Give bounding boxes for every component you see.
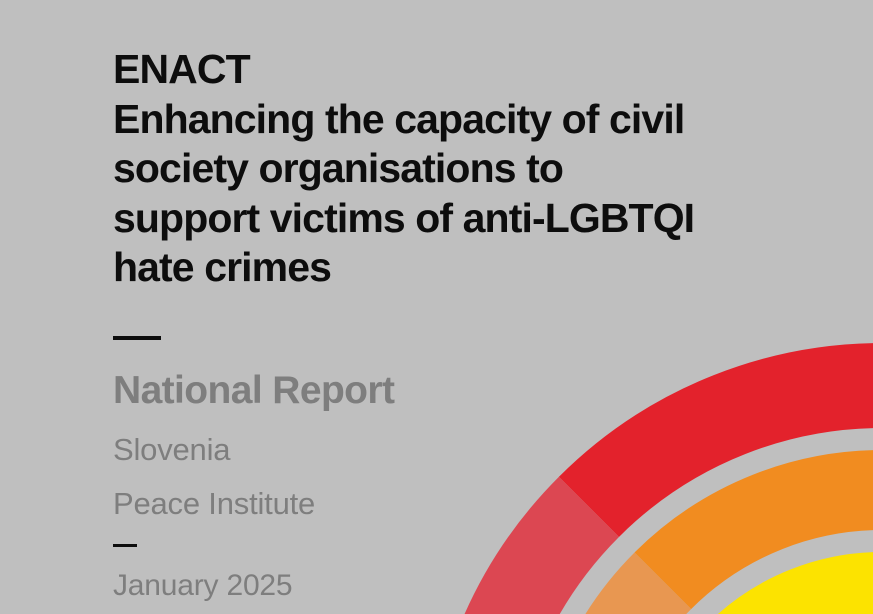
publication-date: January 2025 bbox=[113, 568, 293, 602]
divider-rule-secondary bbox=[113, 543, 137, 547]
divider-rule-primary bbox=[113, 335, 161, 340]
organisation-label: Peace Institute bbox=[113, 485, 316, 521]
project-acronym: ENACT bbox=[113, 46, 251, 92]
report-title-line-3: support victims of anti-LGBTQI bbox=[113, 194, 695, 241]
country-label: Slovenia bbox=[113, 431, 231, 467]
cover-text-block: ENACT Enhancing the capacity of civil so… bbox=[113, 45, 773, 604]
report-title-line-4: hate crimes bbox=[113, 244, 332, 290]
report-title-line-1: Enhancing the capacity of civil bbox=[113, 95, 685, 142]
report-type-heading: National Report bbox=[113, 368, 395, 412]
report-title-line-2: society organisations to bbox=[113, 145, 564, 191]
